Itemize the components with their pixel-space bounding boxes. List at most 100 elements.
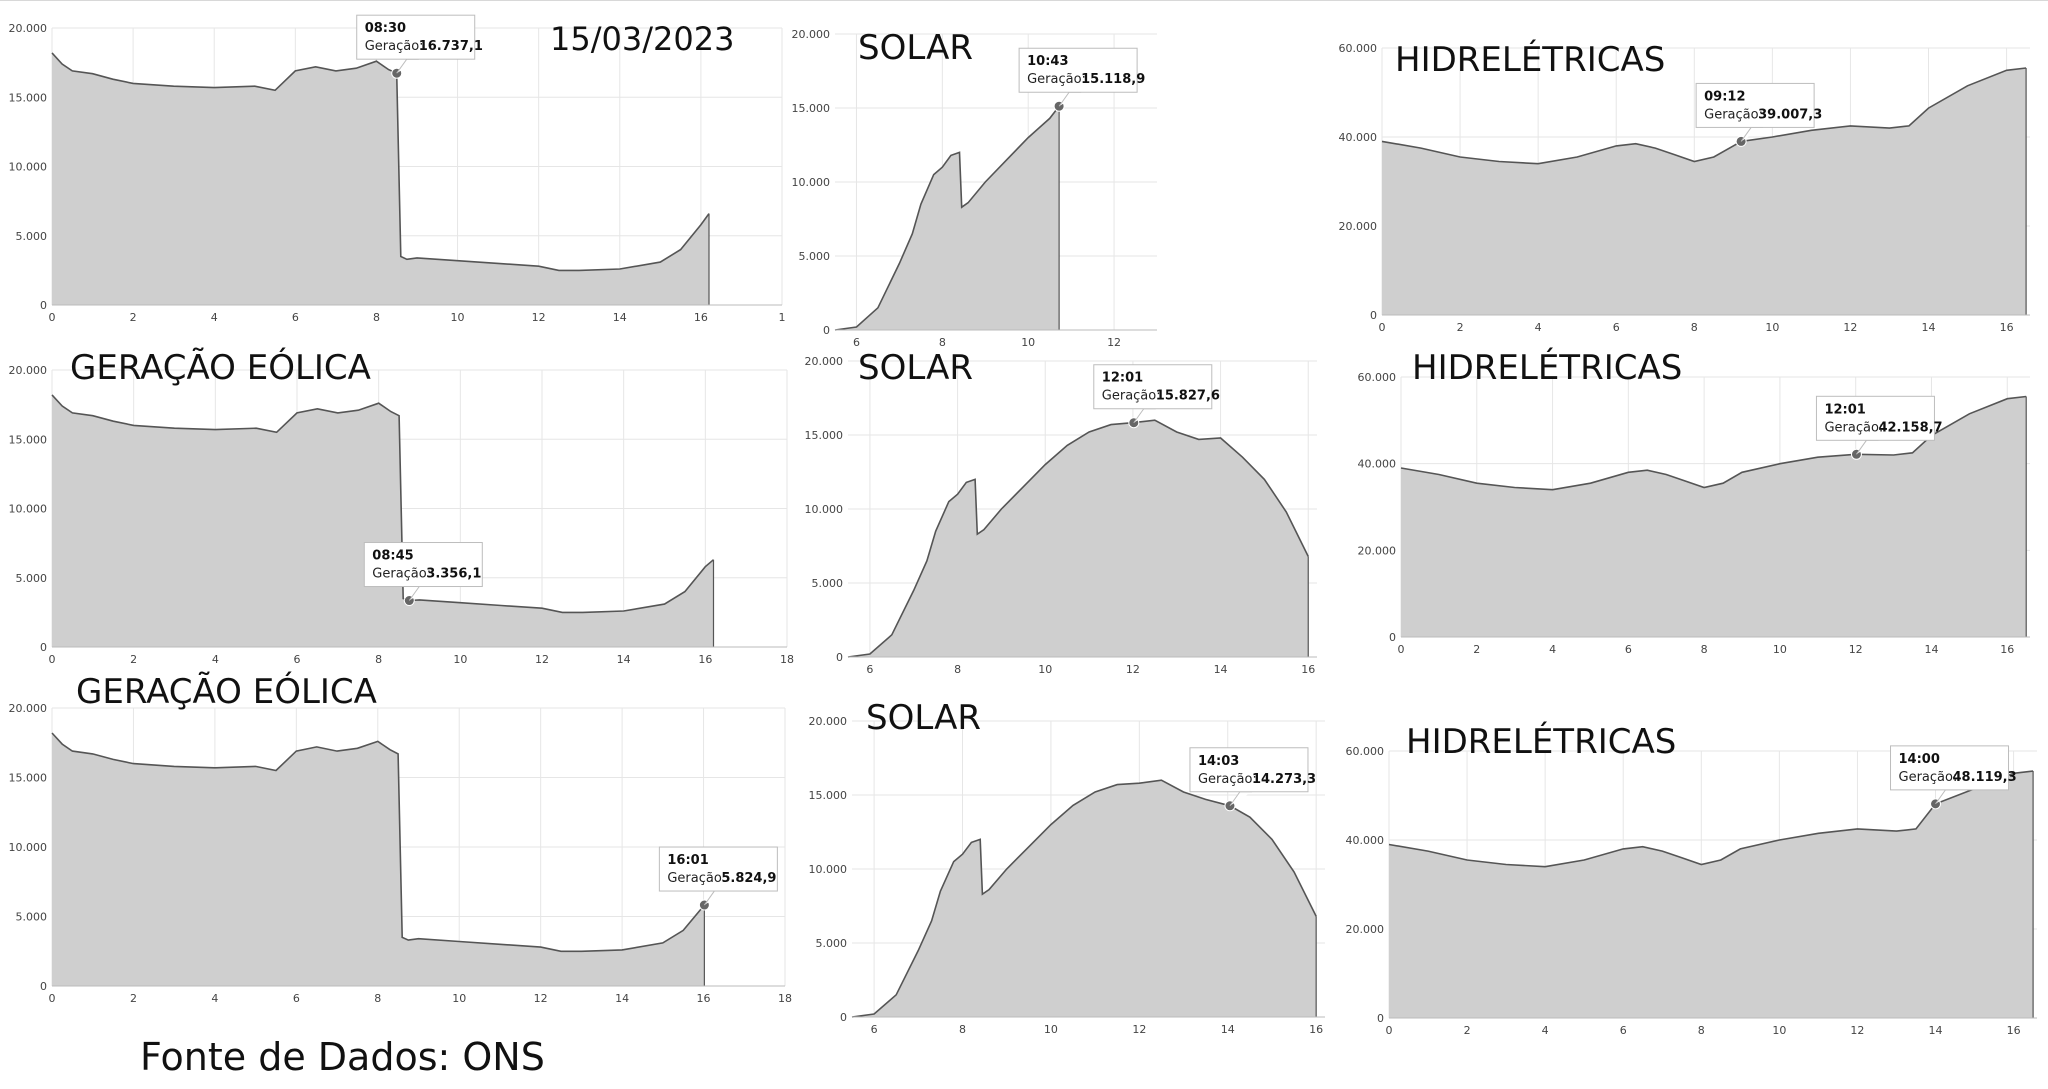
tooltip-value: 16.737,1 (419, 39, 483, 54)
tooltip-time: 12:01 (1102, 371, 1143, 386)
y-tick-label: 20.000 (1339, 220, 1378, 233)
y-tick-label: 20.000 (9, 702, 48, 715)
tooltip-time: 14:00 (1899, 752, 1940, 767)
x-tick-label: 4 (212, 653, 219, 666)
y-tick-label: 15.000 (809, 789, 848, 802)
y-tick-label: 5.000 (799, 250, 831, 263)
x-tick-label: 6 (871, 1023, 878, 1036)
x-tick-label: 6 (294, 653, 301, 666)
x-tick-label: 12 (1850, 1024, 1864, 1037)
tooltip-value: 48.119,3 (1953, 770, 2017, 785)
x-tick-label: 1 (779, 311, 786, 324)
y-tick-label: 10.000 (809, 863, 848, 876)
x-tick-label: 2 (130, 311, 137, 324)
y-tick-label: 20.000 (805, 355, 844, 368)
series-line (851, 779, 1317, 1018)
hidro-title-1: HIDRELÉTRICAS (1395, 40, 1666, 80)
tooltip-value: 14.273,3 (1252, 772, 1316, 787)
tooltip-box (1695, 82, 1815, 128)
series-area (1389, 771, 2034, 1018)
x-tick-label: 6 (1620, 1024, 1627, 1037)
tooltip-time: 14:03 (1198, 754, 1239, 769)
solar-title-3: SOLAR (866, 698, 981, 738)
x-tick-label: 16 (1309, 1023, 1323, 1036)
x-tick-label: 0 (1398, 643, 1405, 656)
x-tick-label: 14 (1929, 1024, 1943, 1037)
top-border (0, 0, 2048, 1)
hidro-title-3: HIDRELÉTRICAS (1406, 722, 1677, 762)
tooltip-label: Geração: (365, 39, 424, 54)
tooltip-label: Geração: (1899, 770, 1958, 785)
y-tick-label: 20.000 (9, 22, 48, 35)
y-tick-label: 0 (40, 641, 47, 654)
x-tick-label: 4 (211, 311, 218, 324)
x-tick-label: 10 (1044, 1023, 1058, 1036)
x-tick-label: 8 (954, 663, 961, 676)
date-label: 15/03/2023 (550, 20, 735, 58)
x-tick-label: 12 (535, 653, 549, 666)
y-tick-label: 0 (823, 324, 830, 337)
x-tick-label: 18 (778, 992, 792, 1005)
y-tick-label: 15.000 (792, 102, 831, 115)
x-tick-label: 10 (453, 653, 467, 666)
x-tick-label: 6 (866, 663, 873, 676)
y-tick-label: 10.000 (9, 161, 48, 174)
y-tick-label: 0 (840, 1011, 847, 1024)
x-tick-label: 2 (1457, 321, 1464, 334)
tooltip-label: Geração: (372, 567, 431, 582)
x-tick-label: 10 (1038, 663, 1052, 676)
tooltip-label: Geração: (667, 871, 726, 886)
x-tick-label: 4 (1542, 1024, 1549, 1037)
x-tick-label: 14 (1924, 643, 1938, 656)
x-tick-label: 10 (451, 311, 465, 324)
x-tick-label: 10 (1773, 643, 1787, 656)
tooltip-value: 15.827,6 (1156, 389, 1220, 404)
x-tick-label: 14 (1221, 1023, 1235, 1036)
y-tick-label: 20.000 (1358, 544, 1397, 557)
x-tick-label: 6 (292, 311, 299, 324)
tooltip-time: 08:30 (365, 21, 406, 36)
x-tick-label: 16 (698, 653, 712, 666)
x-tick-label: 0 (1386, 1024, 1393, 1037)
x-tick-label: 8 (373, 311, 380, 324)
y-tick-label: 10.000 (9, 841, 48, 854)
x-tick-label: 12 (534, 992, 548, 1005)
y-tick-label: 40.000 (1346, 834, 1385, 847)
y-tick-label: 0 (40, 980, 47, 993)
tooltip-value: 42.158,7 (1878, 420, 1942, 435)
y-tick-label: 5.000 (812, 577, 844, 590)
x-tick-label: 16 (2000, 321, 2014, 334)
chart-hidro-1: 0 20.000 40.000 60.000 0 2 4 6 8 10 12 14 16 09:12 Ger… (1339, 42, 2030, 334)
tooltip-value: 15.118,9 (1081, 72, 1145, 87)
x-tick-label: 6 (1613, 321, 1620, 334)
x-tick-label: 4 (1549, 643, 1556, 656)
x-tick-label: 0 (49, 992, 56, 1005)
chart-solar-3: 0 5.000 10.000 15.000 20.000 6 8 10 12 14 16 14:03 G… (809, 715, 1325, 1036)
x-tick-label: 14 (617, 653, 631, 666)
series-line (1400, 395, 2027, 491)
tooltip-time: 12:01 (1824, 402, 1865, 417)
x-tick-label: 2 (1473, 643, 1480, 656)
x-tick-label: 0 (49, 653, 56, 666)
x-tick-label: 12 (1126, 663, 1140, 676)
tooltip-box (356, 14, 476, 60)
y-tick-label: 20.000 (1346, 923, 1385, 936)
series-line (834, 105, 1060, 331)
x-tick-label: 16 (697, 992, 711, 1005)
wind-title-2: GERAÇÃO EÓLICA (70, 348, 371, 388)
x-tick-label: 14 (1922, 321, 1936, 334)
solar-title-2: SOLAR (858, 348, 973, 388)
y-tick-label: 15.000 (9, 91, 48, 104)
solar-title-1: SOLAR (858, 28, 973, 68)
tooltip-box (658, 846, 778, 892)
y-tick-label: 40.000 (1339, 131, 1378, 144)
chart-solar-2: 0 5.000 10.000 15.000 20.000 6 8 10 12 14 16 12:01 G… (805, 355, 1317, 676)
x-tick-label: 4 (1535, 321, 1542, 334)
x-tick-label: 10 (1765, 321, 1779, 334)
y-tick-label: 15.000 (9, 433, 48, 446)
x-tick-label: 8 (939, 336, 946, 349)
series-line (1381, 67, 2027, 165)
x-tick-label: 12 (1132, 1023, 1146, 1036)
tooltip-value: 5.824,9 (721, 871, 776, 886)
